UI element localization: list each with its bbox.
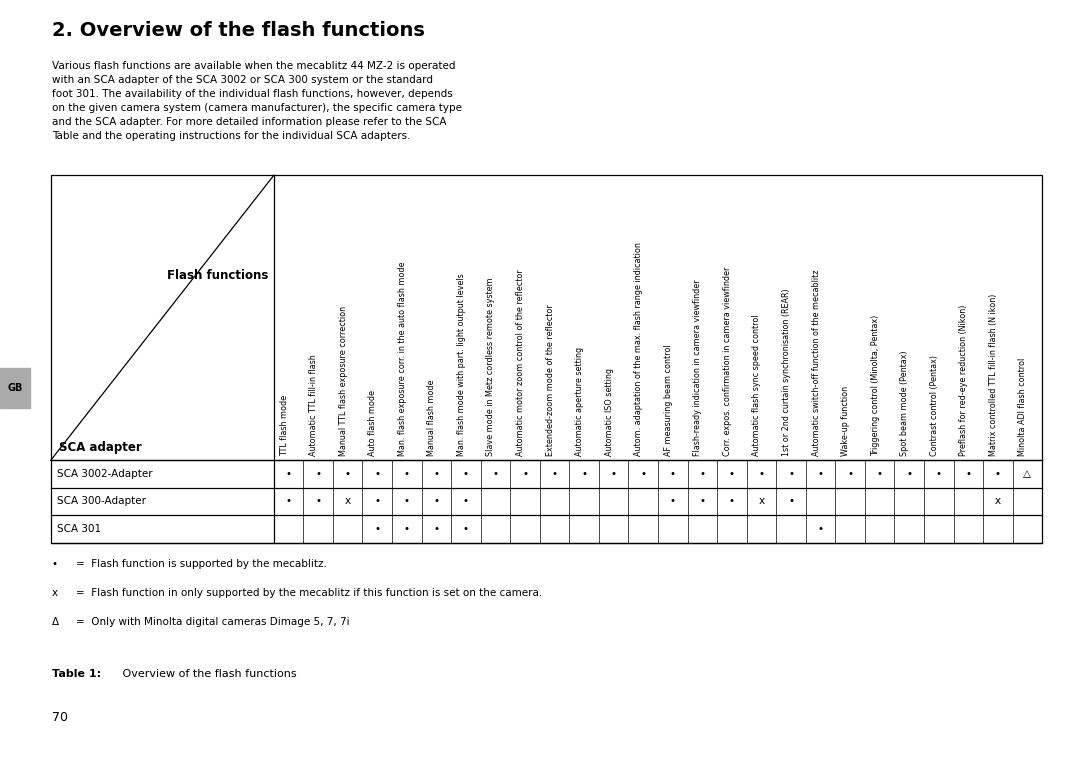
Text: Man. flash exposure corr. in the auto flash mode: Man. flash exposure corr. in the auto fl… [397,261,407,456]
Text: Automatic motor zoom control of the reflector: Automatic motor zoom control of the refl… [516,269,525,456]
Text: •: • [375,496,380,507]
Text: Extended-zoom mode of the reflector: Extended-zoom mode of the reflector [545,304,555,456]
Text: Man. flash mode with part. light output levels: Man. flash mode with part. light output … [457,273,465,456]
Text: Automatic aperture setting: Automatic aperture setting [576,347,584,456]
Text: Contrast control (Pentax): Contrast control (Pentax) [930,354,939,456]
Text: x: x [758,496,765,507]
Text: Flash-ready indication in camera viewfinder: Flash-ready indication in camera viewfin… [693,279,702,456]
Text: •: • [315,469,321,479]
Text: =  Only with Minolta digital cameras Dimage 5, 7, 7i: = Only with Minolta digital cameras Dima… [76,617,349,627]
Text: •: • [700,496,705,507]
Text: SCA adapter: SCA adapter [59,441,143,454]
Text: •: • [375,469,380,479]
Text: •: • [285,469,292,479]
Text: Autom. adaptation of the max. flash range indication: Autom. adaptation of the max. flash rang… [634,242,644,456]
Text: •: • [345,469,351,479]
Text: Manual flash mode: Manual flash mode [428,379,436,456]
Text: •: • [729,496,734,507]
Text: SCA 3002-Adapter: SCA 3002-Adapter [57,469,153,479]
Text: •: • [758,469,765,479]
Text: •: • [966,469,971,479]
Text: •: • [788,469,794,479]
Text: Automatic TTL fill-in flash: Automatic TTL fill-in flash [309,354,319,456]
Text: •: • [700,469,705,479]
Text: •: • [729,469,734,479]
Text: •: • [375,523,380,534]
FancyBboxPatch shape [0,368,30,408]
Text: •: • [433,469,440,479]
Text: Triggering control (Minolta, Pentax): Triggering control (Minolta, Pentax) [870,315,880,456]
Text: Automatic ISO setting: Automatic ISO setting [605,368,613,456]
Text: •: • [581,469,588,479]
Text: •: • [492,469,499,479]
Text: TTL flash mode: TTL flash mode [280,395,288,456]
Text: Various flash functions are available when the mecablitz 44 MZ-2 is operated
wit: Various flash functions are available wh… [52,61,462,141]
Text: Overview of the flash functions: Overview of the flash functions [119,669,296,679]
Text: =  Flash function in only supported by the mecablitz if this function is set on : = Flash function in only supported by th… [76,588,542,598]
Text: Wake-up function: Wake-up function [841,386,850,456]
Text: SCA 300-Adapter: SCA 300-Adapter [57,496,146,507]
Text: •: • [847,469,853,479]
Text: GB: GB [8,383,23,393]
Text: Table 1:: Table 1: [52,669,100,679]
Text: Auto flash mode: Auto flash mode [368,389,377,456]
Text: SCA 301: SCA 301 [57,523,102,534]
Text: •: • [433,523,440,534]
Text: •: • [788,496,794,507]
Text: •: • [404,523,409,534]
Text: •: • [818,469,824,479]
Text: Corr. expos. confirmation in camera viewfinder: Corr. expos. confirmation in camera view… [723,266,732,456]
Text: Minolta ADI flash control: Minolta ADI flash control [1018,357,1027,456]
Text: x: x [995,496,1001,507]
Text: Preflash for red-eye reduction (Nikon): Preflash for red-eye reduction (Nikon) [959,304,969,456]
Text: •: • [818,523,824,534]
Text: •: • [670,469,676,479]
Text: •: • [463,523,469,534]
Text: •: • [285,496,292,507]
Text: •: • [995,469,1001,479]
Text: =  Flash function is supported by the mecablitz.: = Flash function is supported by the mec… [76,559,326,569]
Text: •: • [610,469,617,479]
Text: Matrix controlled TTL fill-in flash (N ikon): Matrix controlled TTL fill-in flash (N i… [989,293,998,456]
Text: •: • [433,496,440,507]
Text: △: △ [1024,469,1031,479]
Text: x: x [345,496,351,507]
Text: Δ: Δ [52,617,59,627]
Text: Manual TTL flash exposure correction: Manual TTL flash exposure correction [339,306,348,456]
Text: Slave mode in Metz cordless remote system: Slave mode in Metz cordless remote syste… [486,277,496,456]
Text: •: • [522,469,528,479]
Text: •: • [52,559,58,569]
Text: 2. Overview of the flash functions: 2. Overview of the flash functions [52,21,424,40]
Text: AF measuring beam control: AF measuring beam control [664,344,673,456]
Bar [51,175,1042,543]
Text: •: • [640,469,646,479]
Text: •: • [877,469,882,479]
Text: Flash functions: Flash functions [167,269,269,283]
Text: •: • [552,469,557,479]
Text: •: • [906,469,913,479]
Text: Spot beam mode (Pentax): Spot beam mode (Pentax) [901,350,909,456]
Text: •: • [463,496,469,507]
Text: Automatic switch-off function of the mecablitz: Automatic switch-off function of the mec… [811,269,821,456]
Text: •: • [463,469,469,479]
Text: •: • [935,469,942,479]
Text: •: • [404,496,409,507]
Text: 70: 70 [52,711,68,724]
Text: •: • [315,496,321,507]
Text: •: • [404,469,409,479]
Text: x: x [52,588,58,598]
Text: 1st or 2nd curtain synchronisation (REAR): 1st or 2nd curtain synchronisation (REAR… [782,288,791,456]
Text: •: • [670,496,676,507]
Text: Automatic flash sync speed control: Automatic flash sync speed control [753,314,761,456]
